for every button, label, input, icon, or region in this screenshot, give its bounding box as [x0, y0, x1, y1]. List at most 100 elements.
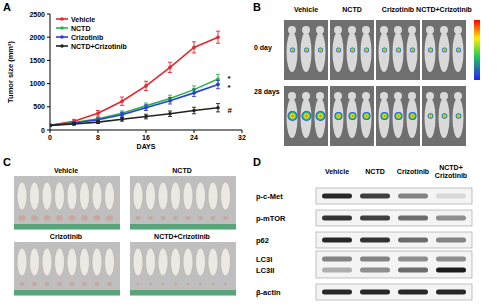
- tumor: [69, 215, 76, 221]
- legend-swatch: [56, 36, 68, 38]
- tumor: [198, 216, 203, 220]
- mouse-head: [362, 26, 370, 34]
- mouse: [315, 98, 326, 138]
- photo-label: NCTD+Crizotinib: [154, 233, 210, 240]
- error-bar: [96, 121, 100, 124]
- signal: [350, 48, 355, 53]
- mouse: [171, 248, 181, 276]
- band: [398, 268, 428, 273]
- mouse-head: [302, 26, 310, 34]
- image-bg: [284, 86, 328, 146]
- mouse-head: [454, 26, 462, 34]
- tumor: [211, 283, 214, 286]
- figure: A0500100015002000250008162432DAYSTumor s…: [0, 0, 500, 306]
- band: [322, 290, 352, 295]
- data-point: [192, 46, 196, 50]
- mouse: [208, 182, 218, 210]
- mouse: [425, 32, 436, 72]
- x-tick: [98, 130, 99, 133]
- signal: [304, 48, 309, 53]
- signal: [442, 48, 447, 53]
- tumor: [174, 283, 177, 286]
- mouse-head: [426, 92, 434, 100]
- photo-label: Vehicle: [54, 167, 78, 174]
- mouse-head: [408, 92, 416, 100]
- signal: [442, 113, 448, 119]
- signal: [316, 111, 326, 121]
- error-bar: [216, 31, 220, 43]
- mouse: [55, 182, 65, 210]
- band: [398, 216, 428, 221]
- column-header: NCTD: [365, 168, 384, 175]
- mouse: [439, 32, 450, 72]
- row-label: 28 days: [254, 88, 280, 96]
- y-axis-label: Tumor size (mm³): [6, 41, 15, 103]
- tumor: [81, 215, 88, 221]
- mouse: [92, 182, 102, 210]
- tumor: [173, 216, 178, 220]
- row-label: p-mTOR: [256, 214, 286, 223]
- band: [322, 238, 352, 243]
- annotation: *: [228, 83, 232, 92]
- tumor: [185, 216, 190, 220]
- mouse-head: [440, 92, 448, 100]
- data-point: [50, 124, 52, 128]
- mouse: [196, 248, 206, 276]
- row-label: β-actin: [256, 288, 281, 297]
- tumor: [69, 282, 74, 286]
- y-tick: [47, 83, 50, 84]
- data-point: [144, 115, 148, 119]
- legend-swatch: [56, 45, 68, 47]
- plot-data: [50, 31, 220, 127]
- data-point: [216, 83, 220, 87]
- legend-entry: Crizotinib: [71, 34, 103, 41]
- signal: [456, 113, 462, 119]
- tumor: [186, 283, 189, 286]
- signal: [364, 48, 369, 53]
- x-tick: [194, 130, 195, 133]
- column-header: NCTD+Crizotinib: [435, 164, 467, 179]
- ruler: [130, 224, 236, 229]
- column-header: Vehicle: [294, 6, 318, 13]
- mouse: [315, 32, 326, 72]
- signal: [395, 112, 403, 120]
- row-label: 0 day: [254, 44, 272, 52]
- column-header: NCTD+Crizotinib: [416, 6, 472, 13]
- series-line: [50, 85, 218, 126]
- band: [398, 238, 428, 243]
- data-point: [216, 35, 220, 39]
- color-bar: [474, 20, 480, 80]
- photo-bg: [130, 242, 236, 296]
- tumor: [19, 282, 24, 286]
- mouse-head: [380, 92, 388, 100]
- annotation: *: [228, 74, 232, 83]
- panel-label: A: [3, 1, 11, 13]
- band: [322, 268, 352, 273]
- mouse: [347, 32, 358, 72]
- mouse: [146, 182, 156, 210]
- mouse-head: [362, 92, 370, 100]
- error-bar: [120, 117, 124, 121]
- data-point: [96, 117, 100, 121]
- data-point: [96, 120, 100, 124]
- y-tick: [47, 14, 50, 15]
- tumor: [224, 283, 227, 286]
- row-label: p62: [256, 236, 269, 245]
- error-bar: [120, 112, 124, 117]
- data-point: [50, 124, 52, 128]
- band: [436, 268, 466, 273]
- mouse-head: [394, 26, 402, 34]
- series-line: [50, 37, 218, 125]
- mouse: [379, 98, 390, 138]
- mouse: [439, 98, 450, 138]
- legend-marker: [60, 26, 64, 30]
- mouse: [105, 248, 115, 276]
- error-bar: [96, 117, 100, 121]
- mouse-head: [440, 26, 448, 34]
- mouse: [221, 248, 231, 276]
- signal: [382, 48, 387, 53]
- band: [436, 257, 466, 262]
- data-point: [72, 122, 76, 126]
- band: [360, 257, 390, 262]
- data-point: [168, 99, 172, 103]
